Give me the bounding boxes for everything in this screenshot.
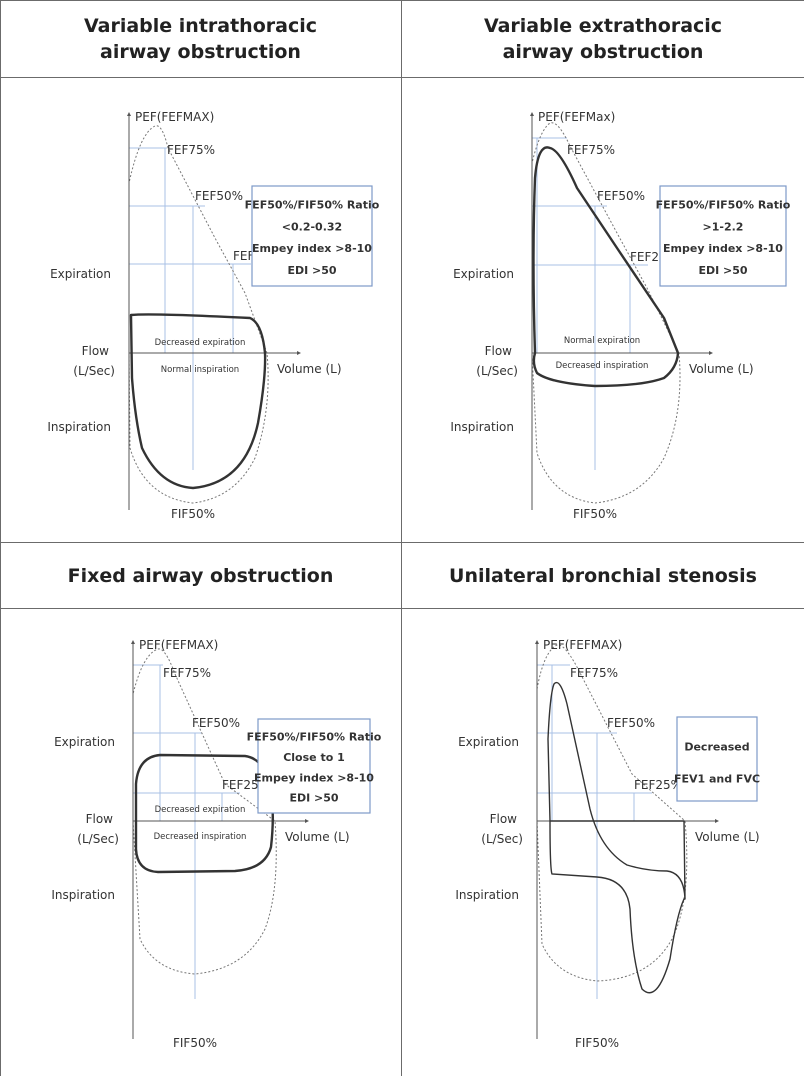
volume-label: Volume (L) xyxy=(277,362,342,376)
fif50-label: FIF50% xyxy=(171,507,215,521)
volume-label: Volume (L) xyxy=(285,830,350,844)
table-divider-header1 xyxy=(0,77,804,78)
flow-volume-loop xyxy=(532,146,680,388)
fif50-label: FIF50% xyxy=(173,1036,217,1050)
flow-volume-loop-inspiratory xyxy=(549,820,685,994)
flow-label: Flow xyxy=(485,344,513,358)
loop-lower-note: Decreased inspiration xyxy=(556,361,649,371)
volume-axis-arrow xyxy=(305,819,309,823)
pef-label: PEF(FEFMax) xyxy=(538,110,615,124)
pef-label: PEF(FEFMAX) xyxy=(543,638,622,652)
volume-axis-arrow xyxy=(709,351,713,355)
ratio-info-line: FEF50%/FIF50% Ratio xyxy=(245,199,380,212)
pef-label: PEF(FEFMAX) xyxy=(135,110,214,124)
fef75-label: FEF75% xyxy=(570,666,618,680)
ratio-info-box xyxy=(676,716,758,802)
fef50-label: FEF50% xyxy=(597,189,645,203)
flow-label: Flow xyxy=(490,812,518,826)
flow-axis-arrow xyxy=(530,112,534,116)
ratio-info-line: <0.2-0.32 xyxy=(282,220,342,233)
table-border-top xyxy=(0,0,804,1)
ratio-info-line: FEF50%/FIF50% Ratio xyxy=(247,730,382,743)
normal-envelope-dotted xyxy=(536,644,688,982)
flow-volume-diagram-br: PEF(FEFMAX) FEF75% FEF50% FEF25% Expiration F… xyxy=(455,638,760,1050)
expiration-label: Expiration xyxy=(54,735,115,749)
ratio-info-box xyxy=(251,185,373,287)
flow-volume-panel-fixed: PEF(FEFMAX) FEF75% FEF50% FEF25% Expiration F… xyxy=(0,609,401,1076)
flow-axis-arrow xyxy=(127,112,131,116)
flow-volume-loop xyxy=(129,313,267,490)
fef75-label: FEF75% xyxy=(567,143,615,157)
fef75-label: FEF75% xyxy=(163,666,211,680)
header-fixed-obstruction: Fixed airway obstruction xyxy=(67,564,334,587)
flow-volume-diagram-tr: PEF(FEFMax)FEF75%FEF50%FEF25%ExpirationF… xyxy=(450,110,791,521)
header-variable-intrathoracic: Variable intrathoracic airway obstructio… xyxy=(83,14,317,63)
flow-volume-diagram-bl: PEF(FEFMAX)FEF75%FEF50%FEF25%ExpirationF… xyxy=(51,638,382,1050)
expiration-label: Expiration xyxy=(50,267,111,281)
flow-volume-panel-extrathoracic: PEF(FEFMax) FEF75% FEF50% FEF25% Expiration F… xyxy=(402,78,804,542)
ratio-info-box xyxy=(257,718,371,814)
fef50-label: FEF50% xyxy=(607,716,655,730)
inspiration-label: Inspiration xyxy=(47,420,111,434)
flow-unit-label: (L/Sec) xyxy=(476,364,518,378)
ratio-info-line: EDI >50 xyxy=(289,792,338,805)
loop-lower-note: Decreased inspiration xyxy=(154,832,247,842)
flow-unit-label: (L/Sec) xyxy=(481,832,523,846)
flow-volume-diagram-tl: PEF(FEFMAX)FEF75%FEF50%FEF25%ExpirationF… xyxy=(47,110,380,521)
table-divider-header2 xyxy=(0,608,804,609)
flow-axis-arrow xyxy=(131,640,135,644)
fef25-label: FEF25% xyxy=(634,778,682,792)
ratio-info-line: >1-2.2 xyxy=(703,220,744,233)
normal-envelope-dotted xyxy=(128,125,269,504)
flow-axis-arrow xyxy=(535,640,539,644)
flow-label: Flow xyxy=(82,344,110,358)
ratio-info-line: EDI >50 xyxy=(698,264,747,277)
loop-upper-note: Normal expiration xyxy=(564,336,640,346)
loop-lower-note: Normal inspiration xyxy=(161,365,239,375)
expiration-label: Expiration xyxy=(453,267,514,281)
fef75-label: FEF75% xyxy=(167,143,215,157)
ratio-info-line: EDI >50 xyxy=(287,264,336,277)
flow-volume-loop xyxy=(134,753,274,874)
loop-upper-note: Decreased expiration xyxy=(155,338,246,348)
pef-label: PEF(FEFMAX) xyxy=(139,638,218,652)
inspiration-label: Inspiration xyxy=(51,888,115,902)
expiration-label: Expiration xyxy=(458,735,519,749)
fef50-label: FEF50% xyxy=(195,189,243,203)
header-variable-extrathoracic: Variable extrathoracic airway obstructio… xyxy=(483,14,723,63)
flow-unit-label: (L/Sec) xyxy=(77,832,119,846)
volume-axis-arrow xyxy=(297,351,301,355)
ratio-info-box xyxy=(659,185,787,287)
flow-volume-loop xyxy=(547,681,686,900)
normal-envelope-dotted xyxy=(531,122,681,504)
inspiration-label: Inspiration xyxy=(455,888,519,902)
flow-unit-label: (L/Sec) xyxy=(73,364,115,378)
volume-axis-arrow xyxy=(715,819,719,823)
ratio-info-line: Decreased xyxy=(684,740,749,753)
ratio-info-line: Close to 1 xyxy=(283,751,345,764)
ratio-info-line: Empey index >8-10 xyxy=(252,242,372,255)
table-border-left xyxy=(0,0,1,1076)
fef50-label: FEF50% xyxy=(192,716,240,730)
volume-label: Volume (L) xyxy=(695,830,760,844)
ratio-info-line: FEV1 and FVC xyxy=(674,773,760,786)
inspiration-label: Inspiration xyxy=(450,420,514,434)
header-unilateral-stenosis: Unilateral bronchial stenosis xyxy=(449,564,757,587)
flow-volume-panel-unilateral: PEF(FEFMAX) FEF75% FEF50% FEF25% Expiration F… xyxy=(402,609,804,1076)
fif50-label: FIF50% xyxy=(573,507,617,521)
normal-envelope-dotted xyxy=(132,648,277,975)
flow-volume-panel-intrathoracic: PEF(FEFMAX)FEF75%FEF50%FEF25%ExpirationF… xyxy=(0,78,401,542)
ratio-info-line: Empey index >8-10 xyxy=(254,771,374,784)
flow-label: Flow xyxy=(86,812,114,826)
table-divider-middle xyxy=(0,542,804,543)
loop-upper-note: Decreased expiration xyxy=(155,805,246,815)
table-divider-center xyxy=(401,0,402,1076)
ratio-info-line: FEF50%/FIF50% Ratio xyxy=(656,199,791,212)
ratio-info-line: Empey index >8-10 xyxy=(663,242,783,255)
fif50-label: FIF50% xyxy=(575,1036,619,1050)
volume-label: Volume (L) xyxy=(689,362,754,376)
